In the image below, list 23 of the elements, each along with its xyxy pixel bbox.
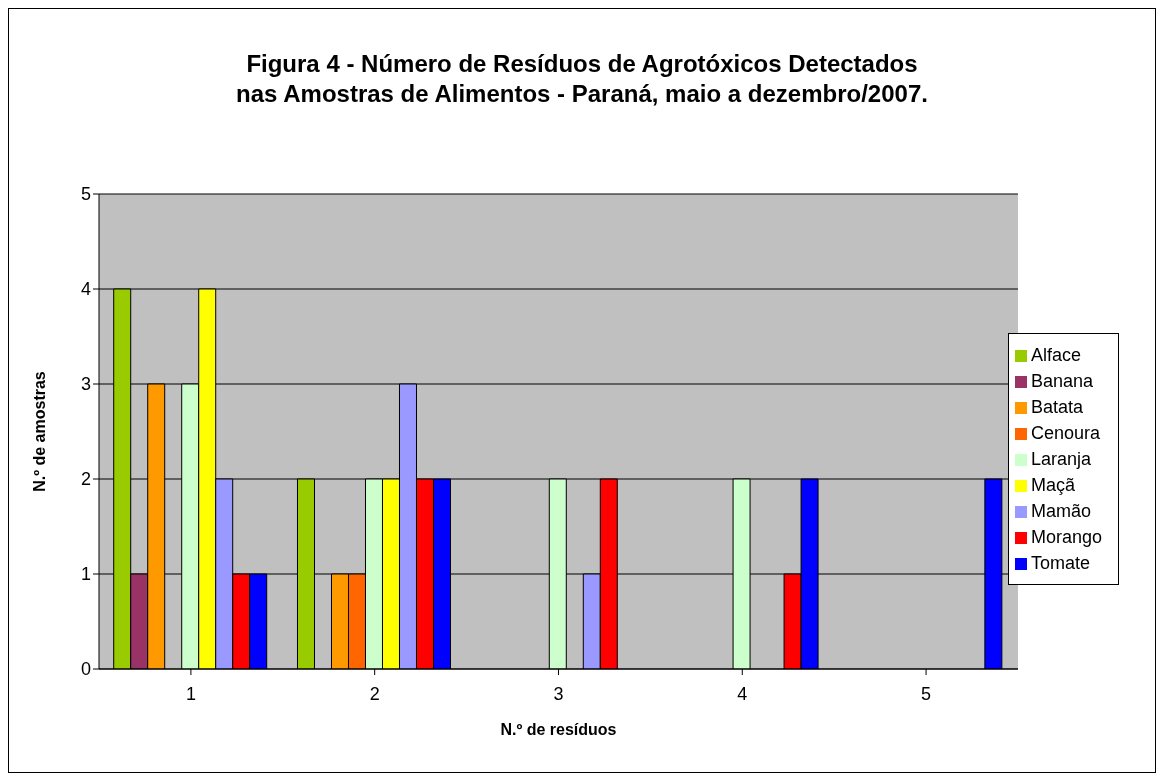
legend-label: Maçã (1030, 475, 1075, 495)
y-tick-label: 0 (80, 659, 91, 680)
y-tick-label: 3 (80, 374, 91, 395)
legend-label: Cenoura (1030, 423, 1100, 443)
x-tick-label: 3 (553, 683, 564, 704)
chart-title: Figura 4 - Número de Resíduos de Agrotóxicos Detectados nas Amostras de Alimentos - Paraná, maio a dezembro/2007. (235, 49, 929, 109)
x-axis-title: N.º de resíduos (500, 721, 617, 738)
legend-label: Alface (1030, 345, 1081, 365)
y-axis-title: N.º de amostras (30, 371, 48, 492)
legend-label: Morango (1030, 527, 1102, 547)
x-tick-label: 1 (185, 683, 196, 704)
x-tick-label: 4 (737, 683, 748, 704)
legend-label: Mamão (1030, 501, 1091, 521)
legend-label: Tomate (1030, 553, 1090, 573)
x-tick-label: 5 (921, 683, 932, 704)
legend-label: Banana (1030, 371, 1094, 391)
y-tick-label: 4 (80, 279, 91, 300)
y-tick-label: 2 (80, 469, 91, 490)
y-tick-label: 1 (80, 564, 91, 585)
y-tick-label: 5 (80, 184, 91, 205)
x-tick-label: 2 (369, 683, 380, 704)
legend-label: Batata (1030, 397, 1083, 417)
legend-label: Laranja (1030, 449, 1091, 469)
